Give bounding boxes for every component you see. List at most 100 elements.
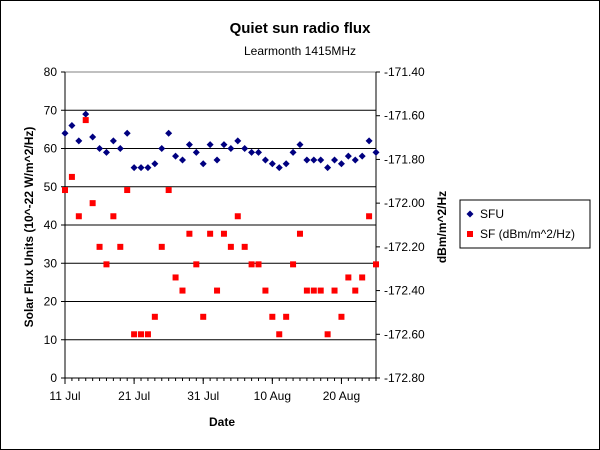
sf-point [103, 261, 110, 268]
sf-point [248, 261, 255, 268]
legend-entry-label: SFU [480, 207, 504, 221]
x-axis: 11 Jul 21 Jul 31 Jul 10 Aug 20 Aug [49, 377, 377, 403]
sf-point [200, 313, 207, 320]
sfu-point [199, 160, 207, 168]
right-tick-label: -172.80 [384, 371, 425, 385]
sf-point [138, 331, 145, 338]
sfu-point [165, 129, 173, 137]
sfu-point [255, 148, 263, 156]
sf-point [151, 313, 158, 320]
sf-point [110, 213, 117, 220]
sf-point [193, 261, 200, 268]
sfu-point [68, 122, 76, 130]
x-tick-label: 31 Jul [187, 389, 219, 403]
sf-point [359, 274, 366, 281]
sfu-point [192, 148, 200, 156]
sfu-point [289, 148, 297, 156]
chart-title: Quiet sun radio flux [230, 20, 372, 37]
right-axis: -172.80 -172.60 -172.40 -172.20 -172.00 -171.… [375, 65, 425, 385]
sf-point [234, 213, 241, 220]
sfu-point [282, 160, 290, 168]
sfu-point [109, 137, 117, 145]
sfu-point [358, 152, 366, 160]
sf-point [310, 287, 317, 294]
right-tick-label: -171.60 [384, 109, 425, 123]
sf-point [207, 230, 214, 237]
sf-point [186, 230, 193, 237]
sfu-point [365, 137, 373, 145]
sf-point [296, 230, 303, 237]
legend-sfu-marker [466, 210, 474, 218]
sf-point [220, 230, 227, 237]
sf-point [144, 331, 151, 338]
sf-point [345, 274, 352, 281]
sfu-point [227, 145, 235, 152]
sf-point [283, 313, 290, 320]
sf-point [241, 243, 248, 250]
sfu-point [89, 133, 97, 141]
sfu-point [116, 145, 124, 152]
sfu-point [102, 148, 110, 156]
sfu-point [303, 156, 311, 164]
left-tick-label: 30 [44, 256, 58, 270]
sfu-point [310, 156, 318, 164]
legend-sf-marker [467, 231, 473, 237]
left-tick-label: 80 [44, 65, 58, 79]
x-tick-label: 11 Jul [49, 389, 80, 403]
sf-point [172, 274, 179, 281]
sfu-point [296, 141, 304, 149]
right-tick-label: -171.40 [384, 65, 425, 79]
sf-point [131, 331, 138, 338]
left-tick-label: 0 [50, 371, 57, 385]
sf-point [179, 287, 186, 294]
sfu-point [82, 110, 90, 118]
right-tick-label: -172.00 [384, 196, 425, 210]
sfu-point [130, 164, 138, 172]
sf-point [276, 331, 283, 338]
sfu-point [268, 160, 276, 168]
legend-entry-label: SF (dBm/m^2/Hz) [480, 227, 575, 241]
right-tick-label: -172.60 [384, 327, 425, 341]
sfu-point [185, 141, 193, 149]
sf-point [82, 117, 89, 124]
sf-point [158, 243, 165, 250]
right-axis-label: dBm/m^2/Hz [435, 191, 449, 263]
sfu-point [151, 160, 159, 168]
sfu-point [372, 148, 380, 156]
right-tick-label: -172.20 [384, 240, 425, 254]
sf-point [96, 243, 103, 250]
sf-point [338, 313, 345, 320]
left-tick-label: 10 [44, 333, 58, 347]
sf-point [352, 287, 359, 294]
sfu-point [351, 156, 359, 164]
sf-point [75, 213, 82, 220]
sfu-point [234, 137, 242, 145]
sfu-point [178, 156, 186, 164]
legend-box [459, 199, 591, 249]
sf-point [366, 213, 373, 220]
sfu-point [144, 164, 152, 172]
sfu-point [317, 156, 325, 164]
sf-point [290, 261, 297, 268]
gridlines [65, 109, 376, 341]
sfu-point [331, 156, 339, 164]
left-tick-label: 60 [44, 142, 58, 156]
sf-point [373, 261, 379, 268]
left-tick-label: 70 [44, 103, 58, 117]
sfu-point [241, 145, 249, 152]
chart-subtitle: Learmonth 1415MHz [244, 44, 356, 58]
sf-point [255, 261, 262, 268]
sf-point [269, 313, 276, 320]
sfu-point [96, 145, 104, 152]
sfu-point [206, 141, 214, 149]
sf-point [303, 287, 310, 294]
left-tick-label: 50 [44, 180, 58, 194]
legend: SFU SF (dBm/m^2/Hz) [459, 199, 591, 249]
sfu-point [275, 164, 283, 172]
sfu-point [75, 137, 83, 145]
sfu-point [344, 152, 352, 160]
data-markers [61, 110, 380, 338]
sf-point [62, 187, 68, 194]
sf-point [165, 187, 172, 194]
